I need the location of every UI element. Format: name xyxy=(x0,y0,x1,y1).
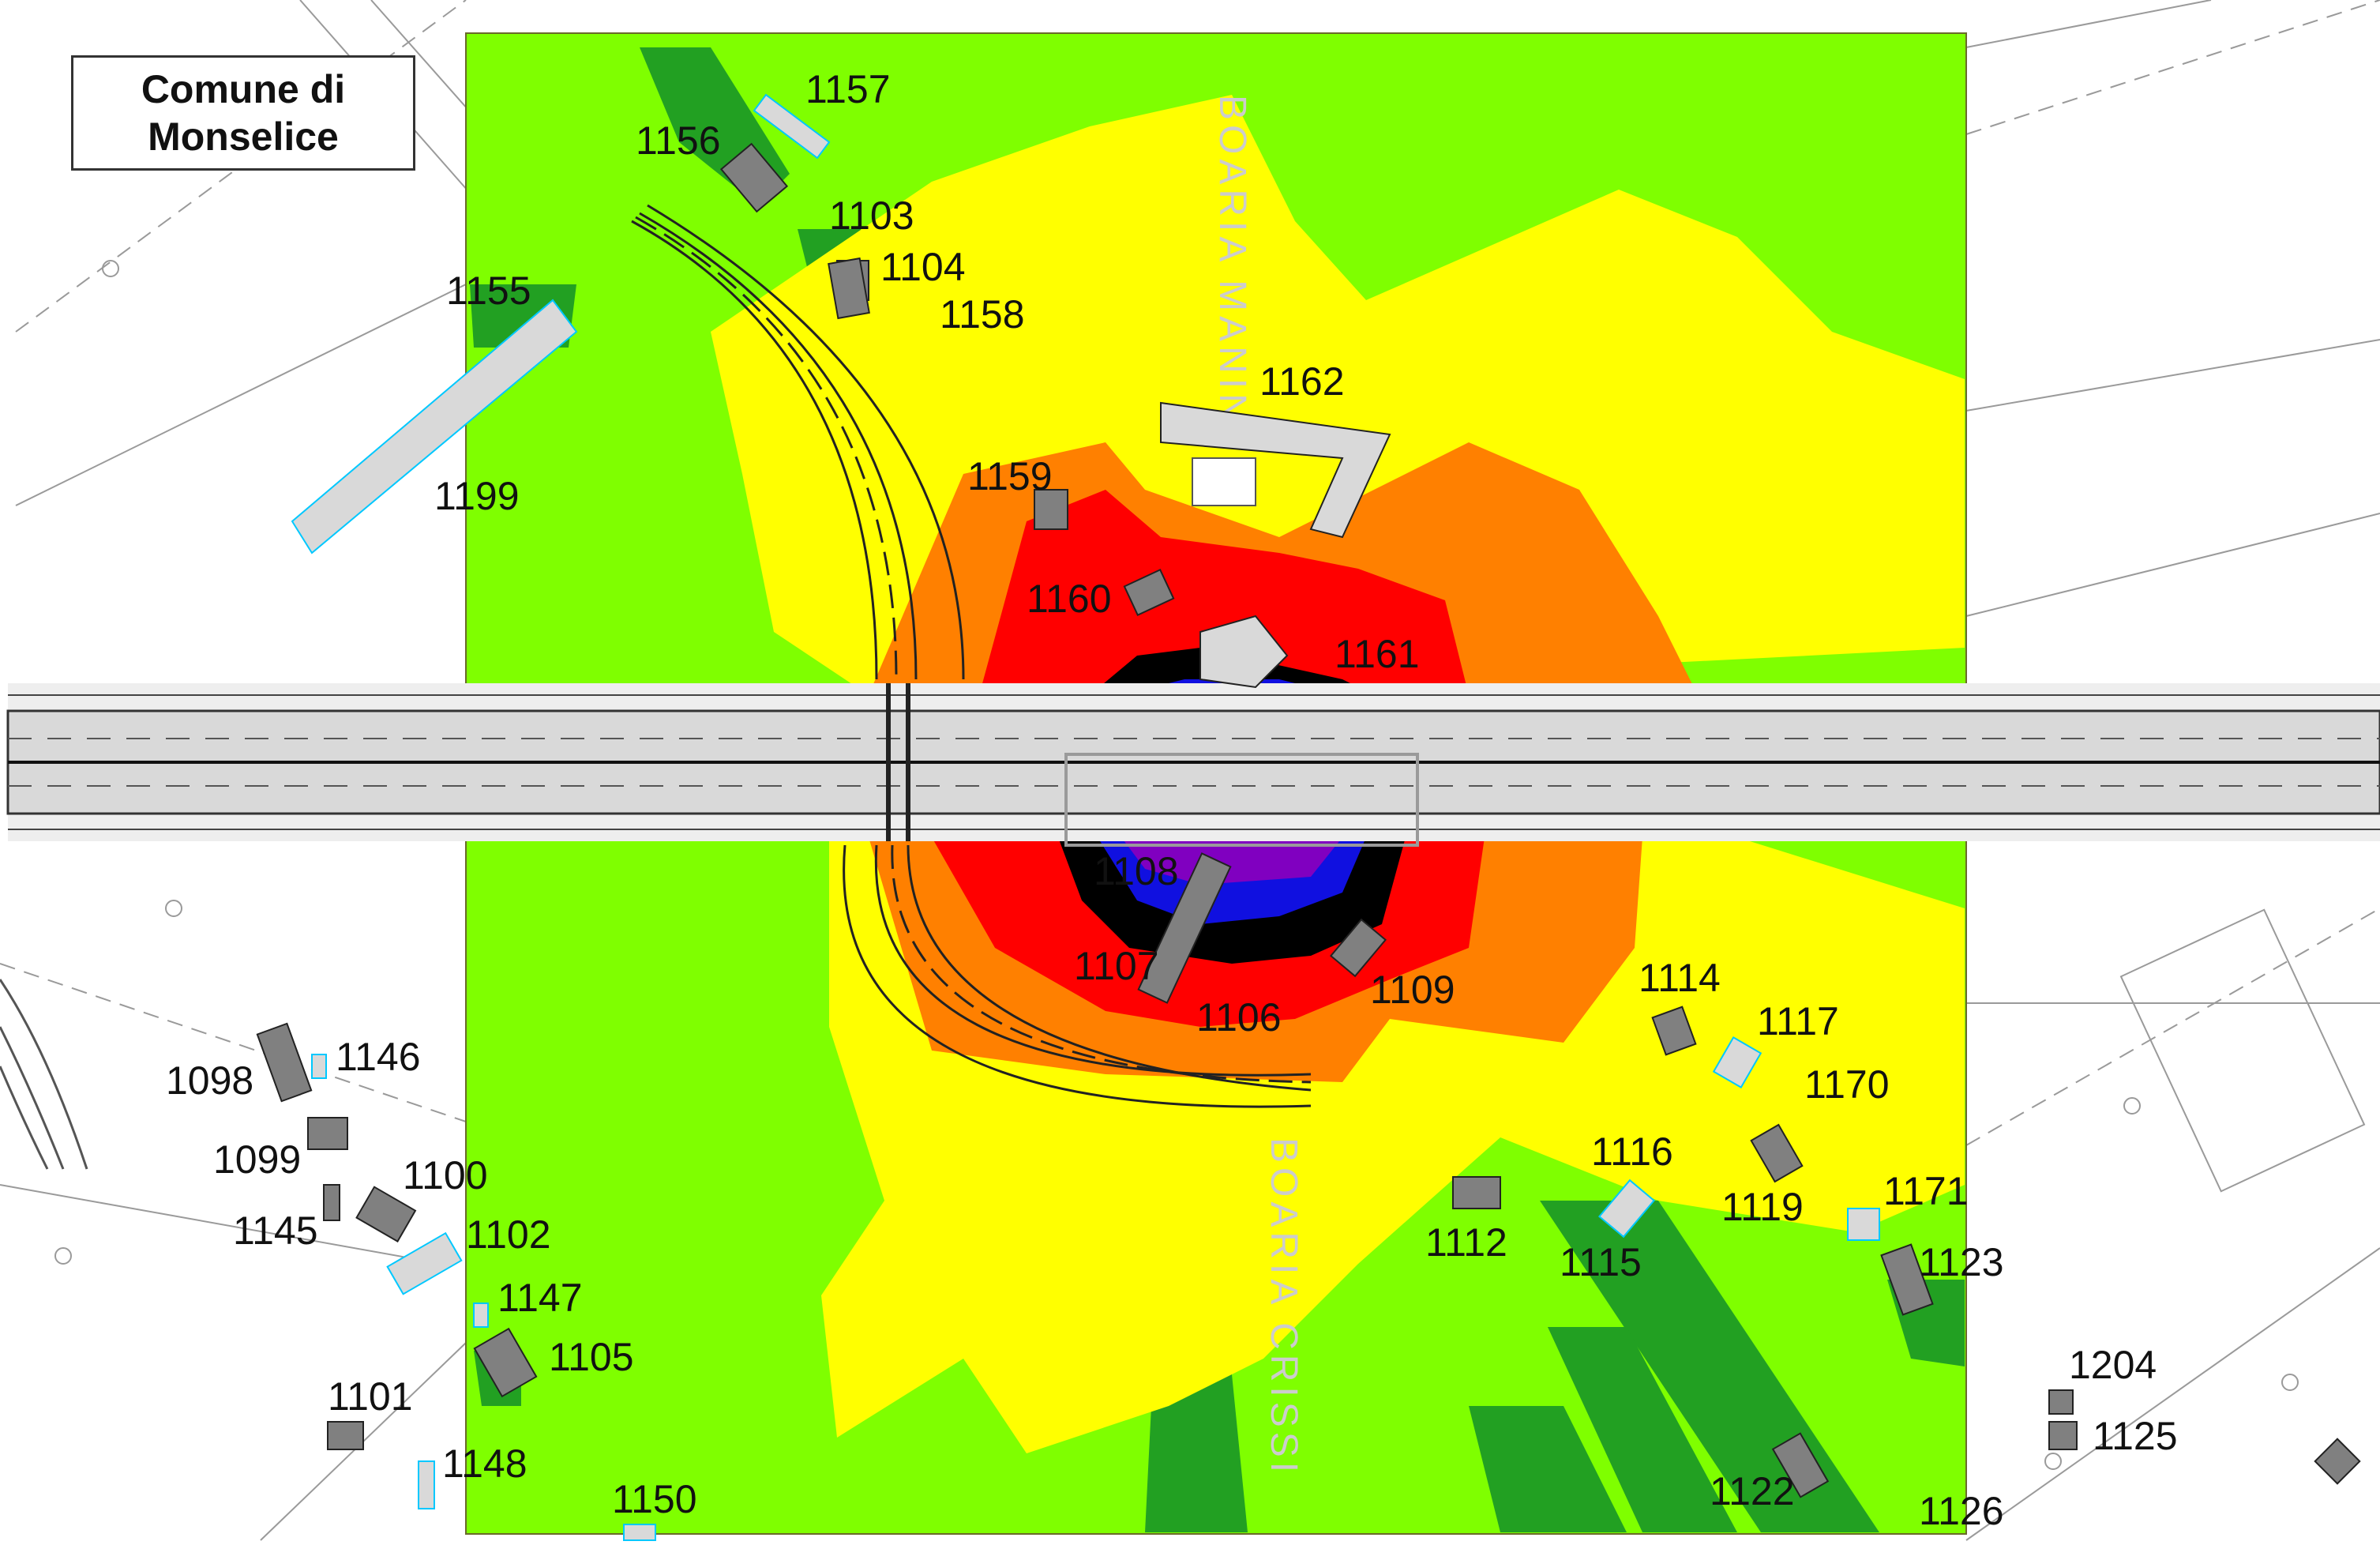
receiver-label: 1204 xyxy=(2069,1343,2157,1387)
south-ramp xyxy=(843,844,1312,1108)
main-road xyxy=(6,683,2380,847)
receiver-label: 1109 xyxy=(1370,968,1455,1012)
receiver-label: 1098 xyxy=(166,1058,253,1103)
receiver-label: 1107 xyxy=(1074,944,1159,988)
receiver-label: 1101 xyxy=(328,1374,413,1419)
receiver-label: 1104 xyxy=(880,245,966,289)
receiver-label: 1148 xyxy=(442,1442,527,1486)
receiver-label: 1170 xyxy=(1804,1062,1890,1107)
receiver-label: 1116 xyxy=(1591,1130,1673,1174)
receiver-label: 1199 xyxy=(434,474,520,518)
title-line-2: Monselice xyxy=(148,115,339,159)
street-north: BOARIA MANIN xyxy=(1211,95,1253,426)
receiver-label: 1155 xyxy=(446,269,531,313)
receiver-label: 1123 xyxy=(1919,1240,2004,1284)
receiver-label: 1103 xyxy=(829,194,914,238)
receiver-label: 1156 xyxy=(636,118,721,163)
receiver-label: 1146 xyxy=(336,1035,421,1079)
left-ramp xyxy=(0,979,88,1170)
receiver-label: 1114 xyxy=(1639,956,1721,1000)
receiver-label: 1112 xyxy=(1425,1220,1507,1265)
receiver-label: 1126 xyxy=(1919,1489,2004,1533)
municipality-title-box: Comune di Monselice xyxy=(71,55,415,171)
receiver-label: 1150 xyxy=(612,1477,697,1521)
title-line-1: Comune di xyxy=(141,67,346,111)
receiver-label: 1122 xyxy=(1710,1469,1795,1513)
receiver-label: 1106 xyxy=(1196,995,1282,1039)
purple-zone xyxy=(1121,837,1342,885)
receiver-label: 1160 xyxy=(1027,577,1112,621)
receiver-label: 1161 xyxy=(1335,632,1420,676)
receiver-label: 1162 xyxy=(1259,359,1345,404)
receiver-label: 1125 xyxy=(2093,1414,2178,1458)
receiver-label: 1147 xyxy=(497,1276,583,1320)
receiver-label: 1171 xyxy=(1883,1169,1969,1213)
receiver-label: 1117 xyxy=(1757,999,1839,1043)
buildings xyxy=(256,93,2361,1541)
receiver-label: 1100 xyxy=(403,1153,488,1197)
receiver-label: 1145 xyxy=(233,1209,318,1253)
receiver-labels: 1157 1156 1103 1104 1155 1158 1162 1199 … xyxy=(166,67,2178,1533)
receiver-label: 1108 xyxy=(1094,849,1179,893)
north-ramp xyxy=(631,204,965,680)
receiver-label: 1099 xyxy=(213,1137,301,1182)
receiver-label: 1102 xyxy=(466,1212,551,1257)
receiver-label: 1105 xyxy=(549,1335,634,1379)
receiver-label: 1159 xyxy=(967,454,1053,498)
receiver-label: 1158 xyxy=(940,292,1025,336)
street-south: BOARIA CRISSI xyxy=(1263,1137,1304,1477)
receiver-label: 1157 xyxy=(805,67,891,111)
receiver-label: 1115 xyxy=(1560,1240,1642,1284)
receiver-label: 1119 xyxy=(1721,1185,1804,1229)
